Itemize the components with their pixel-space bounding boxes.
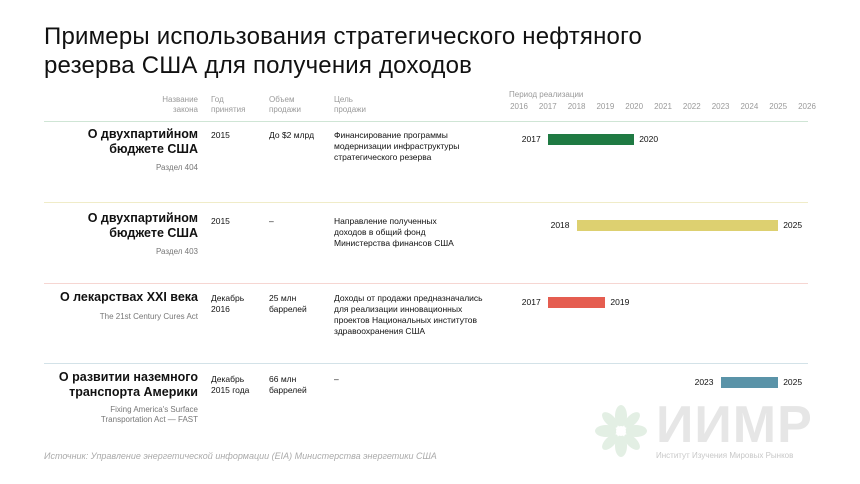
header-volume: Объем продажи (269, 95, 301, 114)
row-divider (44, 283, 808, 284)
sale-volume: До $2 млрд (269, 130, 315, 140)
law-name: О лекарствах XXI века (59, 290, 198, 304)
header-period: Период реализации (509, 90, 584, 99)
bar-start-label: 2017 (521, 297, 541, 307)
year-tick-label: 2022 (682, 102, 701, 111)
timeline-bar (720, 377, 779, 388)
year-tick-label: 2019 (596, 102, 615, 111)
adoption-year: Декабрь 2015 года (211, 374, 250, 395)
law-subtitle: The 21st Century Cures Act (99, 312, 198, 321)
page-title: Примеры использования стратегического не… (44, 22, 744, 80)
sale-goal: Доходы от продажи предназначались для ре… (334, 293, 483, 336)
timeline-bar (576, 220, 779, 231)
header-year: Год принятия (211, 95, 246, 114)
logo-text: ИИМР (656, 396, 813, 454)
sale-volume: 25 млн баррелей (269, 293, 307, 314)
row-divider (44, 363, 808, 364)
row-divider (44, 121, 808, 122)
law-name: О двухпартийном бюджете США (87, 211, 198, 240)
title-line-2: резерва США для получения доходов (44, 52, 473, 79)
bar-end-label: 2020 (639, 134, 659, 144)
header-law-name: Название закона (162, 95, 198, 114)
law-subtitle: Раздел 403 (155, 247, 198, 256)
bar-start-label: 2017 (521, 134, 541, 144)
timeline-bar (547, 134, 635, 145)
title-line-1: Примеры использования стратегического не… (44, 23, 643, 50)
adoption-year: 2015 (211, 130, 230, 140)
header-goal: Цель продажи (334, 95, 366, 114)
law-name: О двухпартийном бюджете США (87, 127, 198, 156)
law-name: О развитии наземного транспорта Америки (58, 370, 198, 399)
bar-start-label: 2023 (694, 377, 714, 387)
year-tick-label: 2026 (798, 102, 816, 111)
year-tick-label: 2025 (769, 102, 788, 111)
bar-end-label: 2025 (783, 220, 803, 230)
sale-goal: Финансирование программы модернизации ин… (334, 130, 460, 162)
year-tick-label: 2023 (711, 102, 730, 111)
sale-goal: – (334, 374, 339, 384)
law-subtitle: Fixing America's Surface Transportation … (100, 405, 198, 424)
adoption-year: Декабрь 2016 (211, 293, 245, 314)
year-tick-label: 2020 (625, 102, 644, 111)
year-tick-label: 2024 (740, 102, 759, 111)
sale-volume: – (269, 216, 274, 226)
leaf-logo-icon (595, 405, 647, 457)
adoption-year: 2015 (211, 216, 230, 226)
bar-start-label: 2018 (550, 220, 570, 230)
bar-end-label: 2025 (783, 377, 803, 387)
logo-subtitle: Институт Изучения Мировых Рынков (656, 451, 794, 460)
timeline-bar (547, 297, 606, 308)
year-tick-label: 2017 (538, 102, 557, 111)
year-tick-label: 2021 (654, 102, 672, 111)
law-subtitle: Раздел 404 (155, 163, 198, 172)
sale-goal: Направление полученных доходов в общий ф… (334, 216, 454, 248)
year-tick-label: 2018 (567, 102, 586, 111)
row-divider (44, 202, 808, 203)
bar-end-label: 2019 (610, 297, 630, 307)
sale-volume: 66 млн баррелей (269, 374, 307, 395)
source-note: Источник: Управление энергетической инфо… (44, 451, 437, 461)
year-tick-label: 2016 (510, 102, 528, 111)
